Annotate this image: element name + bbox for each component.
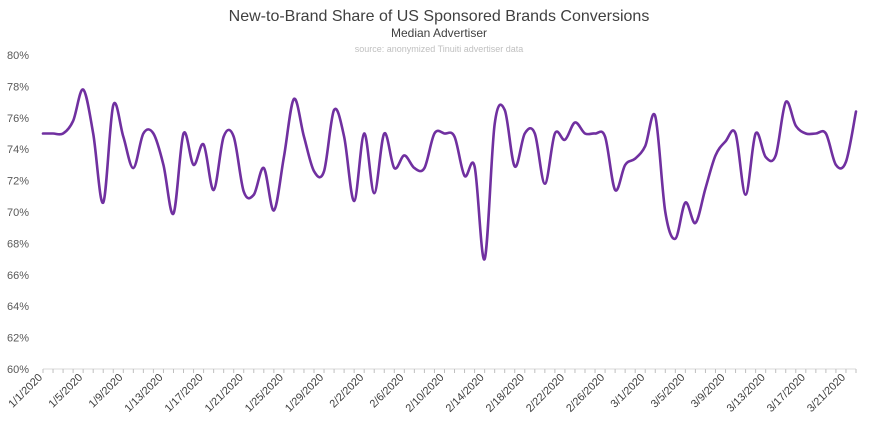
plot-area <box>41 88 858 261</box>
x-tick-label: 1/13/2020 <box>122 372 165 415</box>
y-tick-label: 68% <box>7 238 29 250</box>
x-tick-label: 1/29/2020 <box>283 372 326 415</box>
x-tick-label: 2/6/2020 <box>368 372 407 411</box>
y-tick-label: 78% <box>7 81 29 93</box>
chart-source-note: source: anonymized Tinuiti advertiser da… <box>355 44 524 54</box>
x-tick-label: 1/9/2020 <box>87 372 126 411</box>
y-tick-label: 70% <box>7 207 29 219</box>
y-tick-label: 74% <box>7 144 29 156</box>
y-tick-label: 80% <box>7 50 29 62</box>
x-tick-label: 1/1/2020 <box>6 372 45 411</box>
x-axis: 1/1/2020 1/5/2020 1/9/20201/13/20201/17/20… <box>6 368 857 415</box>
x-tick-label: 2/10/2020 <box>404 372 447 415</box>
y-tick-label: 64% <box>7 301 29 313</box>
x-tick-label: 3/13/2020 <box>725 372 768 415</box>
y-tick-label: 72% <box>7 176 29 188</box>
x-tick-label: 1/25/2020 <box>243 372 286 415</box>
x-tick-label: 1/5/2020 <box>47 372 86 411</box>
x-tick-label: 3/21/2020 <box>805 372 848 415</box>
chart-title: New-to-Brand Share of US Sponsored Brand… <box>229 8 650 25</box>
chart-subtitle: Median Advertiser <box>391 26 487 40</box>
y-tick-label: 62% <box>7 333 29 345</box>
y-tick-label: 60% <box>7 364 29 376</box>
x-tick-label: 2/22/2020 <box>524 372 567 415</box>
x-tick-label: 3/9/2020 <box>689 372 728 411</box>
x-tick-label: 2/26/2020 <box>564 372 607 415</box>
x-tick-label: 3/1/2020 <box>609 372 648 411</box>
x-tick-label: 2/18/2020 <box>484 372 527 415</box>
x-tick-label: 3/17/2020 <box>765 372 808 415</box>
series-line <box>41 88 858 261</box>
y-axis: 60% 62% 64% 66% 68% 70% 72% 74% 76% 78% 80% <box>7 50 29 376</box>
y-tick-label: 76% <box>7 113 29 125</box>
x-tick-label: 1/17/2020 <box>163 372 206 415</box>
y-tick-label: 66% <box>7 270 29 282</box>
x-tick-label: 1/21/2020 <box>203 372 246 415</box>
x-tick-label: 3/5/2020 <box>649 372 688 411</box>
x-tick-label: 2/2/2020 <box>328 372 367 411</box>
x-tick-label: 2/14/2020 <box>444 372 487 415</box>
